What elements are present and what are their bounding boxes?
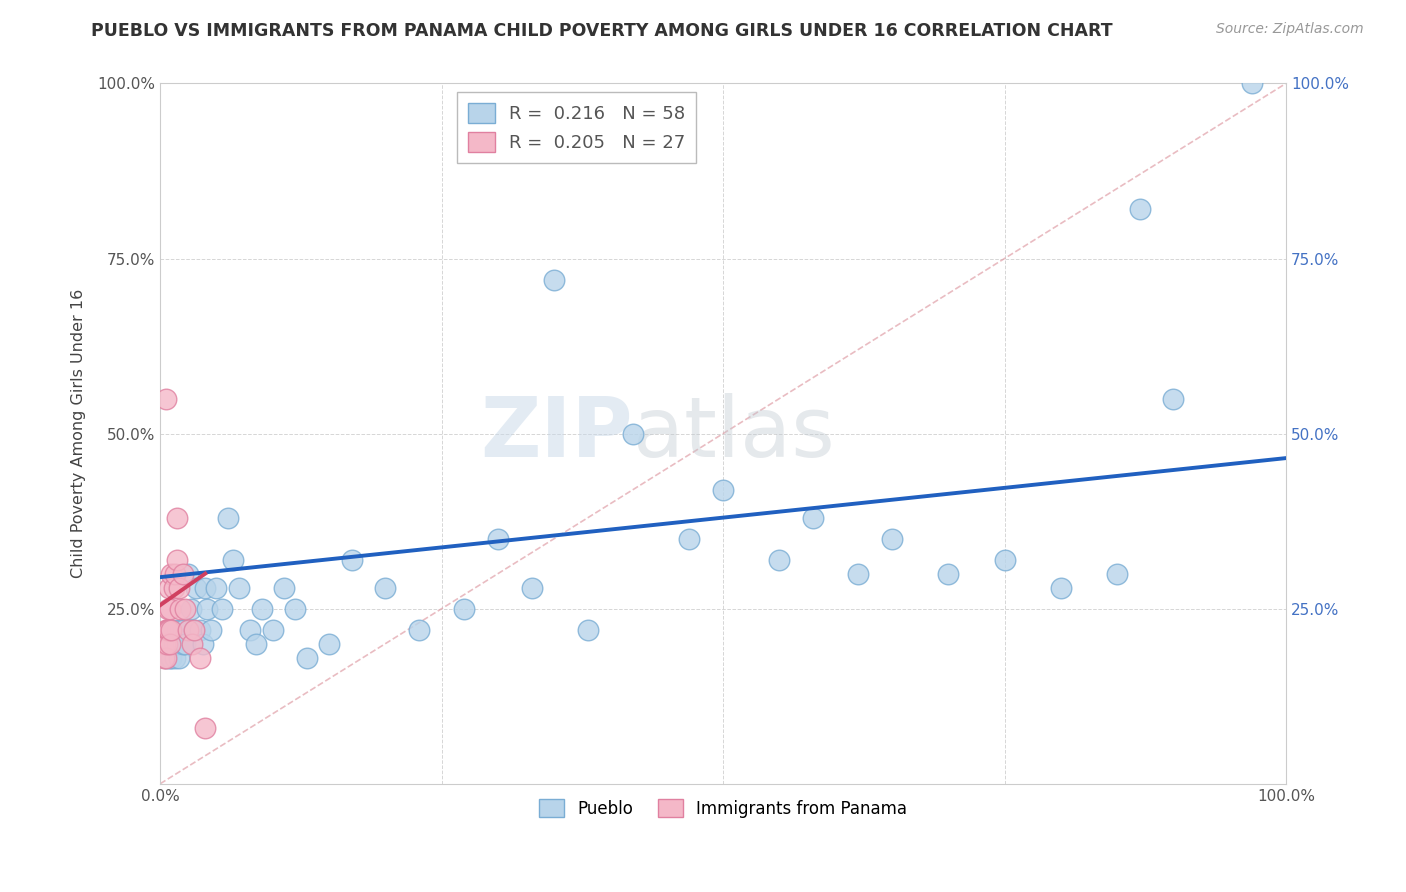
Point [768, 552, 790, 566]
Point [846, 566, 869, 581]
Point [156, 623, 179, 637]
Point [284, 601, 307, 615]
Point [166, 510, 188, 524]
Point [711, 483, 734, 497]
Point [156, 637, 179, 651]
Point [520, 581, 543, 595]
Point [172, 623, 194, 637]
Point [1163, 392, 1185, 406]
Point [576, 623, 599, 637]
Point [159, 650, 181, 665]
Point [183, 623, 205, 637]
Point [155, 650, 177, 665]
Point [153, 637, 176, 651]
Point [159, 637, 181, 651]
Point [160, 637, 183, 651]
Point [157, 601, 180, 615]
Point [155, 392, 177, 406]
Point [169, 650, 191, 665]
Text: atlas: atlas [633, 393, 835, 474]
Point [155, 650, 177, 665]
Point [318, 637, 340, 651]
Point [157, 623, 180, 637]
Point [1241, 77, 1264, 91]
Point [177, 566, 200, 581]
Point [183, 623, 205, 637]
Point [228, 581, 250, 595]
Point [453, 601, 475, 615]
Point [936, 566, 959, 581]
Point [163, 566, 186, 581]
Point [245, 637, 267, 651]
Y-axis label: Child Poverty Among Girls Under 16: Child Poverty Among Girls Under 16 [72, 289, 86, 578]
Point [169, 623, 191, 637]
Point [273, 581, 295, 595]
Point [160, 623, 183, 637]
Point [172, 637, 194, 651]
Point [163, 581, 186, 595]
Point [250, 601, 273, 615]
Point [166, 552, 188, 566]
Point [801, 510, 824, 524]
Point [157, 581, 180, 595]
Point [166, 623, 188, 637]
Point [159, 601, 181, 615]
Point [169, 601, 191, 615]
Point [1129, 202, 1152, 217]
Point [163, 650, 186, 665]
Point [262, 623, 284, 637]
Point [160, 650, 183, 665]
Legend: Pueblo, Immigrants from Panama: Pueblo, Immigrants from Panama [531, 792, 914, 824]
Point [222, 552, 245, 566]
Point [157, 623, 180, 637]
Point [205, 581, 228, 595]
Point [194, 581, 217, 595]
Point [160, 566, 183, 581]
Point [1049, 581, 1071, 595]
Point [340, 552, 363, 566]
Point [374, 581, 396, 595]
Point [152, 650, 174, 665]
Point [188, 623, 211, 637]
Point [174, 637, 197, 651]
Point [157, 637, 180, 651]
Point [180, 637, 202, 651]
Point [295, 650, 318, 665]
Point [155, 623, 177, 637]
Point [1107, 566, 1129, 581]
Point [166, 637, 188, 651]
Point [172, 566, 194, 581]
Point [239, 623, 262, 637]
Point [191, 637, 214, 651]
Point [169, 581, 191, 595]
Point [993, 552, 1015, 566]
Point [157, 623, 180, 637]
Point [188, 650, 211, 665]
Point [160, 623, 183, 637]
Point [217, 510, 239, 524]
Point [197, 601, 219, 615]
Point [163, 637, 186, 651]
Point [678, 532, 700, 546]
Point [180, 601, 202, 615]
Text: PUEBLO VS IMMIGRANTS FROM PANAMA CHILD POVERTY AMONG GIRLS UNDER 16 CORRELATION : PUEBLO VS IMMIGRANTS FROM PANAMA CHILD P… [91, 22, 1114, 40]
Point [174, 601, 197, 615]
Point [186, 581, 208, 595]
Point [621, 426, 644, 441]
Point [880, 532, 903, 546]
Point [408, 623, 430, 637]
Point [543, 272, 565, 286]
Point [211, 601, 233, 615]
Point [177, 623, 200, 637]
Point [200, 623, 222, 637]
Point [486, 532, 509, 546]
Point [194, 721, 217, 735]
Text: Source: ZipAtlas.com: Source: ZipAtlas.com [1216, 22, 1364, 37]
Text: ZIP: ZIP [481, 393, 633, 474]
